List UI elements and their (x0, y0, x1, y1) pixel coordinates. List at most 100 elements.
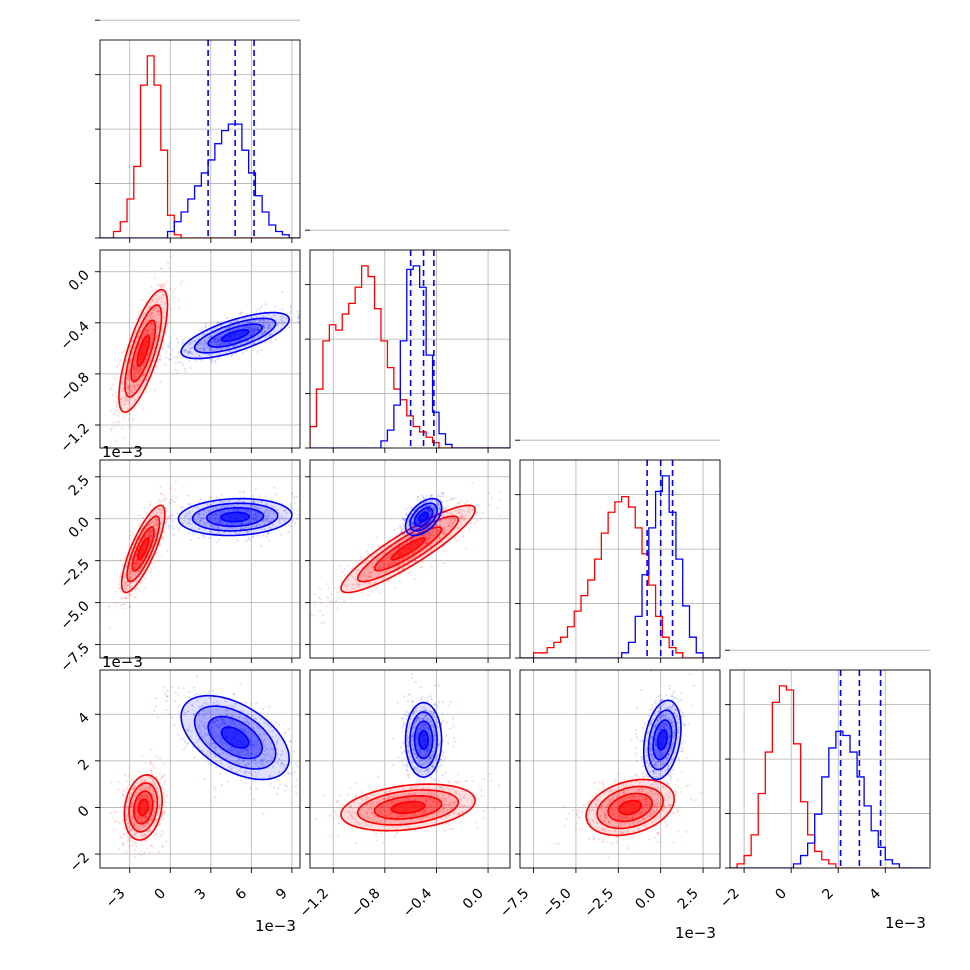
red-sample-point (124, 582, 127, 585)
red-sample-point (462, 519, 466, 522)
red-sample-point (160, 511, 163, 514)
blue-sample-point (264, 341, 267, 344)
blue-sample-point (241, 509, 244, 512)
red-sample-point (142, 825, 146, 828)
red-sample-point (150, 334, 154, 338)
red-sample-point (449, 519, 452, 522)
red-sample-point (134, 587, 137, 591)
blue-sample-point (397, 534, 401, 537)
blue-sample-point (202, 347, 206, 351)
red-sample-point (149, 768, 153, 771)
blue-sample-point (290, 508, 293, 511)
blue-sample-point (204, 325, 207, 328)
red-sample-point (147, 330, 150, 333)
blue-sample-point (442, 492, 445, 495)
blue-sample-point (241, 522, 244, 525)
red-sample-point (437, 506, 441, 510)
blue-sample-point (204, 322, 207, 325)
blue-sample-point (415, 517, 419, 520)
red-sample-point (138, 371, 141, 374)
blue-sample-point (187, 342, 190, 346)
red-sample-point (137, 384, 140, 387)
red-sample-point (155, 321, 158, 324)
red-sample-point (138, 369, 141, 372)
red-sample-point (158, 804, 161, 808)
blue-sample-point (256, 507, 259, 510)
blue-sample-point (214, 516, 217, 519)
red-sample-point (158, 507, 161, 510)
red-sample-point (383, 562, 386, 565)
red-sample-point (130, 804, 133, 808)
red-sample-point (468, 506, 471, 509)
red-sample-point (123, 399, 126, 402)
blue-sample-point (202, 533, 205, 536)
blue-sample-point (263, 512, 266, 515)
red-sample-point (447, 524, 450, 528)
blue-sample-point (218, 507, 221, 510)
blue-sample-point (418, 526, 421, 530)
red-sample-point (127, 374, 130, 377)
blue-sample-point (249, 513, 253, 516)
blue-sample-point (267, 320, 270, 323)
red-sample-point (145, 330, 148, 333)
red-sample-point (148, 534, 151, 537)
blue-sample-point (325, 304, 327, 306)
blue-sample-point (416, 495, 420, 499)
blue-sample-point (206, 503, 209, 506)
red-sample-point (134, 565, 137, 568)
red-sample-point (364, 577, 368, 580)
blue-sample-point (240, 508, 243, 511)
blue-sample-point (218, 538, 221, 541)
blue-sample-point (254, 513, 257, 516)
red-sample-point (133, 822, 136, 825)
red-sample-point (123, 575, 126, 579)
red-sample-point (154, 518, 158, 521)
red-sample-point (122, 373, 125, 376)
red-sample-point (452, 521, 455, 524)
red-sample-point (125, 381, 128, 384)
blue-sample-point (222, 343, 225, 346)
red-sample-point (133, 406, 136, 410)
blue-sample-point (227, 330, 231, 333)
red-sample-point (365, 550, 369, 553)
blue-sample-point (450, 496, 453, 500)
red-sample-point (143, 825, 146, 828)
red-sample-point (115, 410, 118, 413)
blue-sample-point (200, 498, 203, 501)
blue-sample-point (428, 509, 431, 512)
blue-sample-point (415, 518, 418, 522)
blue-sample-point (221, 521, 224, 525)
red-sample-point (145, 357, 148, 361)
blue-sample-point (230, 321, 233, 324)
red-sample-point (133, 388, 137, 391)
blue-sample-point (432, 513, 435, 517)
blue-sample-point (169, 502, 172, 505)
red-contour (126, 515, 161, 583)
blue-sample-point (430, 504, 433, 507)
blue-sample-point (241, 322, 245, 325)
red-sample-point (157, 508, 160, 511)
blue-sample-point (252, 327, 255, 330)
blue-sample-point (198, 515, 201, 518)
red-sample-point (127, 386, 130, 390)
blue-sample-point (241, 527, 244, 530)
red-sample-point (147, 307, 150, 310)
red-sample-point (142, 835, 145, 838)
red-sample-point (150, 322, 153, 325)
red-sample-point (143, 331, 146, 334)
blue-sample-point (256, 350, 259, 354)
red-sample-point (152, 808, 156, 811)
red-sample-point (148, 532, 151, 535)
red-sample-point (476, 511, 479, 514)
red-sample-point (148, 851, 151, 854)
red-sample-point (151, 308, 154, 311)
red-sample-point (340, 592, 344, 595)
red-sample-point (126, 587, 129, 590)
red-sample-point (140, 566, 143, 569)
blue-sample-point (220, 528, 223, 531)
blue-sample-point (429, 509, 432, 512)
red-sample-point (128, 572, 131, 575)
red-sample-point (135, 562, 138, 566)
red-sample-point (354, 572, 357, 575)
blue-sample-point (245, 539, 248, 542)
